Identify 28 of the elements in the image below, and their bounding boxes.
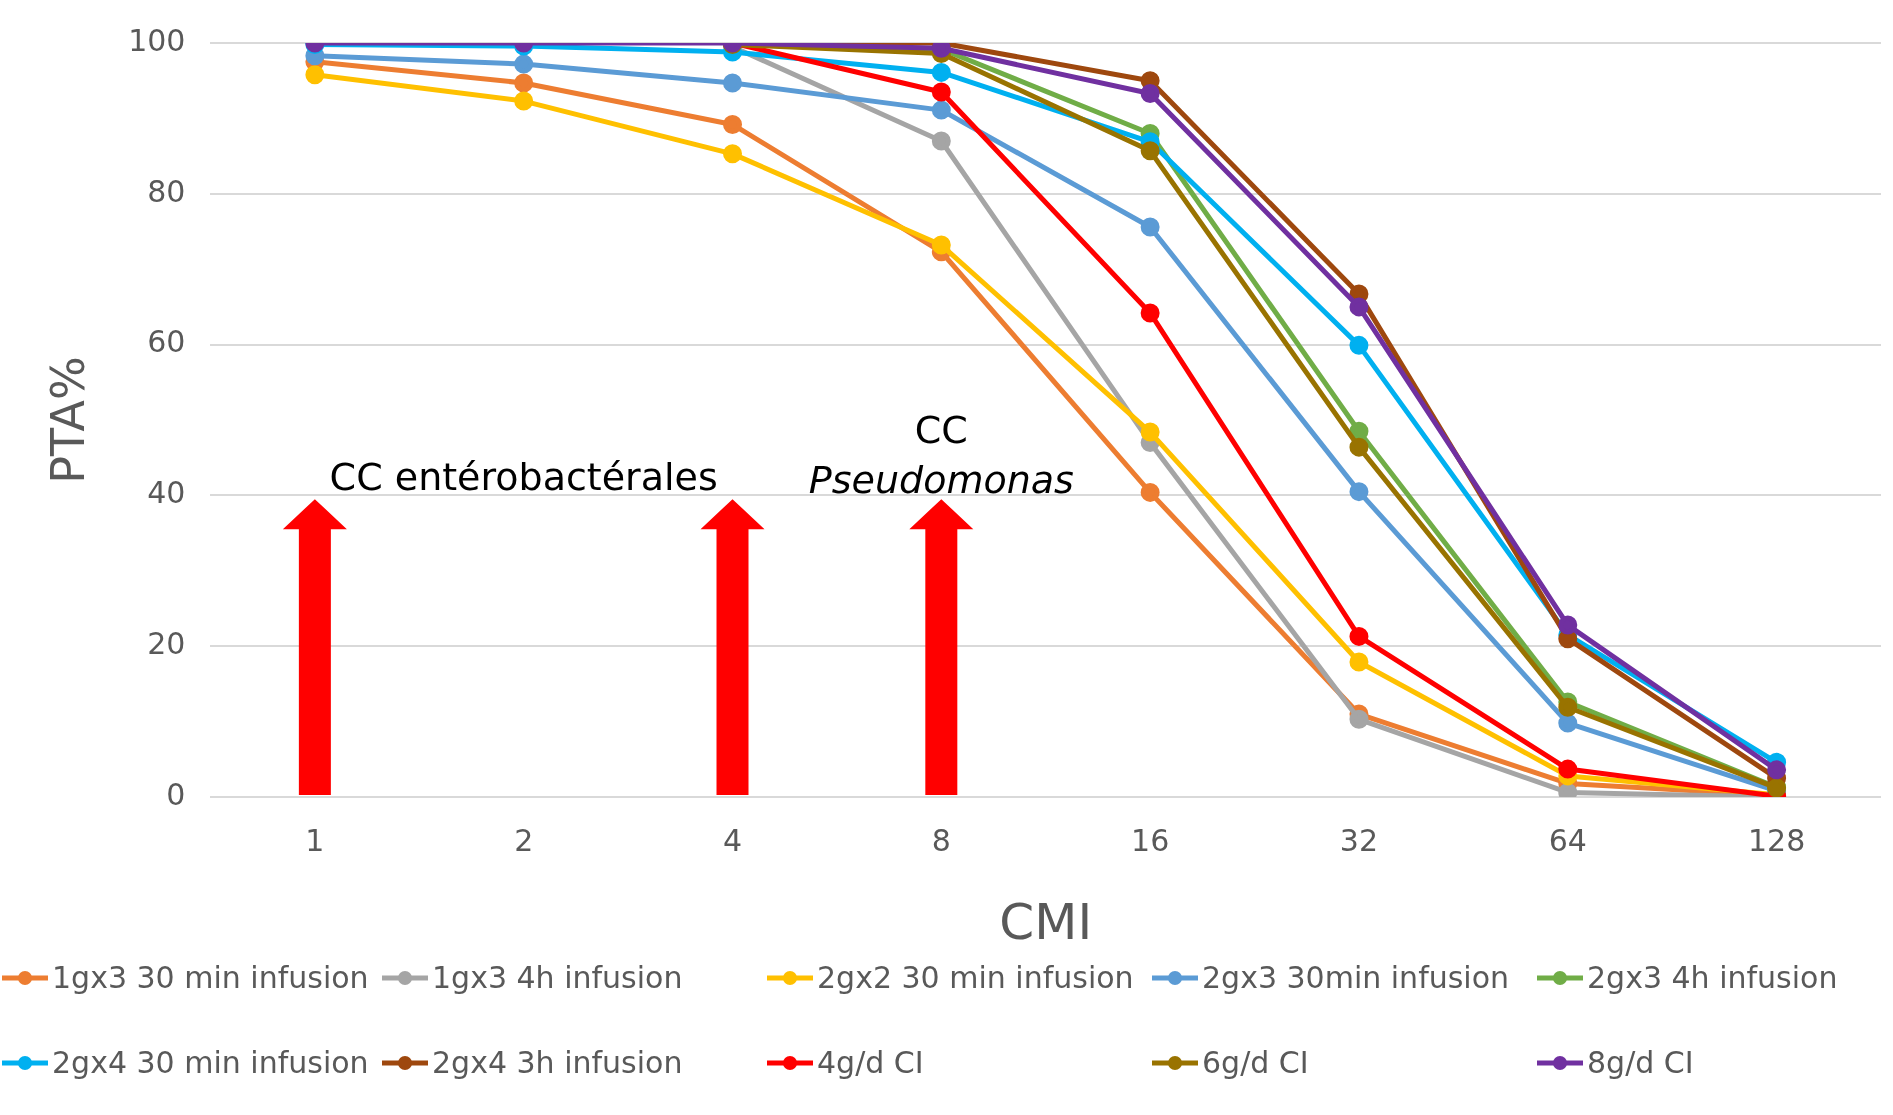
legend-label: 1gx3 4h infusion — [432, 960, 683, 995]
x-tick-label: 1 — [305, 822, 325, 858]
legend-label: 6g/d CI — [1202, 1045, 1309, 1080]
x-tick-label: 64 — [1548, 822, 1587, 858]
x-axis-title: CMI — [999, 892, 1093, 951]
x-tick-label: 128 — [1747, 822, 1806, 858]
legend-label: 8g/d CI — [1587, 1045, 1694, 1080]
annotation: CC entérobactérales — [329, 455, 718, 500]
x-tick-label: 8 — [931, 822, 951, 858]
y-tick-label: 20 — [147, 626, 186, 661]
x-tick-label: 4 — [722, 822, 743, 858]
y-tick-label: 60 — [147, 324, 186, 360]
annotation: CC Pseudomonas — [808, 407, 1074, 502]
y-tick-label: 40 — [147, 475, 186, 511]
y-axis-title: PTA% — [40, 356, 95, 484]
legend-label: 4g/d CI — [817, 1045, 924, 1080]
y-tick-label: 0 — [166, 776, 186, 812]
legend-label: 2gx2 30 min infusion — [817, 960, 1134, 995]
y-tick-label: 100 — [128, 22, 186, 58]
legend-label: 1gx3 30 min infusion — [52, 960, 369, 995]
x-tick-label: 16 — [1131, 822, 1170, 858]
legend-label: 2gx4 30 min infusion — [52, 1045, 369, 1080]
x-tick-label: 2 — [514, 822, 534, 858]
x-tick-label: 32 — [1339, 822, 1379, 858]
legend-label: 2gx3 4h infusion — [1587, 960, 1838, 995]
legend-label: 2gx4 3h infusion — [432, 1045, 683, 1080]
legend-label: 2gx3 30min infusion — [1202, 960, 1510, 995]
y-tick-label: 80 — [147, 173, 186, 209]
